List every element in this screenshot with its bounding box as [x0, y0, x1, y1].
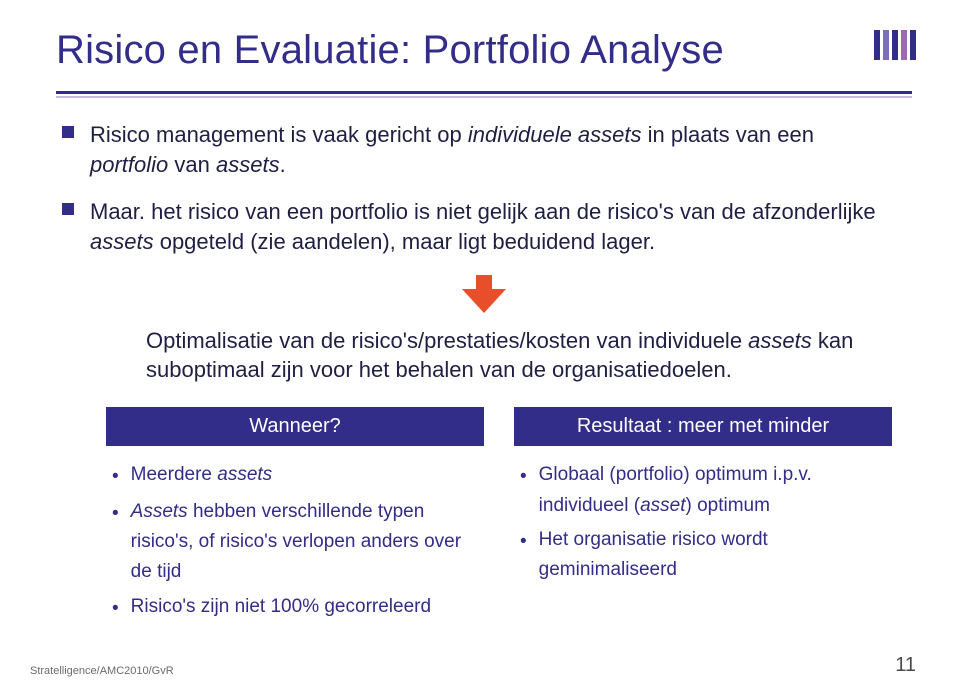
decorative-bar — [901, 30, 907, 60]
page-number: 11 — [895, 654, 916, 677]
bullet-text: Maar. het risico van een portfolio is ni… — [90, 197, 898, 256]
two-columns: Wanneer? •Meerdere assets•Assets hebben … — [106, 407, 892, 628]
column-right-header: Resultaat : meer met minder — [514, 407, 892, 446]
bullet-square-icon — [62, 126, 74, 138]
decorative-bar — [910, 30, 916, 60]
column-item-text: Assets hebben verschillende typen risico… — [131, 497, 484, 588]
bullet-dot-icon: • — [112, 462, 119, 492]
decorative-bar — [874, 30, 880, 60]
arrow-icon — [56, 275, 912, 318]
column-item-text: Het organisatie risico wordt geminimalis… — [539, 525, 892, 586]
rule-secondary — [56, 96, 912, 98]
column-left: Wanneer? •Meerdere assets•Assets hebben … — [106, 407, 484, 628]
column-right-list: •Globaal (portfolio) optimum i.p.v. indi… — [520, 460, 892, 586]
column-left-header: Wanneer? — [106, 407, 484, 446]
footer-source: Stratelligence/AMC2010/GvR — [30, 665, 174, 677]
bullet-text: Risico management is vaak gericht op ind… — [90, 120, 898, 179]
bullet-dot-icon: • — [112, 499, 119, 588]
slide-title: Risico en Evaluatie: Portfolio Analyse — [56, 28, 912, 73]
main-bullets: Risico management is vaak gericht op ind… — [62, 120, 898, 257]
column-right: Resultaat : meer met minder •Globaal (po… — [514, 407, 892, 628]
bullet-item: Risico management is vaak gericht op ind… — [62, 120, 898, 179]
bullet-dot-icon: • — [112, 594, 119, 624]
bullet-item: Maar. het risico van een portfolio is ni… — [62, 197, 898, 256]
conclusion-text: Optimalisatie van de risico's/prestaties… — [146, 326, 882, 385]
column-list-item: •Assets hebben verschillende typen risic… — [112, 497, 484, 588]
column-left-list: •Meerdere assets•Assets hebben verschill… — [112, 460, 484, 624]
column-item-text: Globaal (portfolio) optimum i.p.v. indiv… — [539, 460, 892, 521]
title-rule — [56, 91, 912, 98]
bullet-square-icon — [62, 203, 74, 215]
rule-primary — [56, 91, 912, 94]
decorative-bar — [892, 30, 898, 60]
decorative-side-bars — [874, 30, 916, 60]
column-list-item: •Het organisatie risico wordt geminimali… — [520, 525, 892, 586]
column-list-item: • Risico's zijn niet 100% gecorreleerd — [112, 592, 484, 624]
column-list-item: • Meerdere assets — [112, 460, 484, 492]
column-item-text: Meerdere assets — [131, 460, 273, 492]
bullet-dot-icon: • — [520, 462, 527, 521]
decorative-bar — [883, 30, 889, 60]
slide: Risico en Evaluatie: Portfolio Analyse R… — [0, 0, 960, 691]
column-item-text: Risico's zijn niet 100% gecorreleerd — [131, 592, 431, 624]
column-list-item: •Globaal (portfolio) optimum i.p.v. indi… — [520, 460, 892, 521]
bullet-dot-icon: • — [520, 527, 527, 586]
